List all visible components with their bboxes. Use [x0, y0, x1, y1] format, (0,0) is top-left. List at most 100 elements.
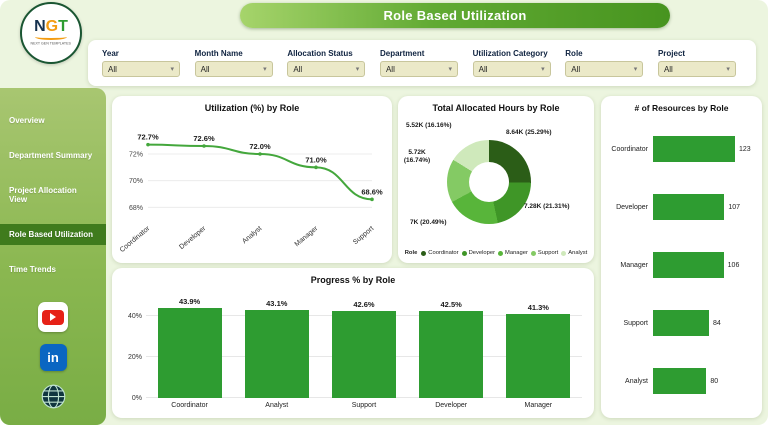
y-axis-label: Support [623, 319, 648, 327]
bar[interactable] [653, 136, 735, 162]
filter-label: Role [565, 49, 583, 58]
filter-value: All [200, 64, 210, 74]
resource-row: Developer 107 [607, 194, 758, 220]
filter-value: All [663, 64, 673, 74]
filter-label: Allocation Status [287, 49, 353, 58]
progress-plot: 43.9% Coordinator 43.1% Analyst 42.6% Support… [146, 288, 582, 412]
youtube-icon[interactable] [38, 302, 68, 332]
x-axis-label: Support [351, 402, 377, 409]
bar[interactable] [653, 252, 724, 278]
logo-text: NGT [34, 18, 68, 35]
chevron-down-icon: ▾ [633, 66, 638, 73]
legend-item-coordinator[interactable]: Coordinator [421, 250, 459, 256]
svg-text:71.0%: 71.0% [305, 155, 327, 164]
filter-value: All [108, 64, 117, 74]
legend-item-analyst[interactable]: Analyst [561, 250, 587, 256]
sidebar-nav: Overview Department Summary Project Alloca… [0, 88, 106, 280]
filter-value: All [385, 64, 395, 74]
svg-text:Support: Support [352, 225, 375, 246]
sidebar-item-department-summary[interactable]: Department Summary [9, 151, 93, 160]
bar[interactable] [157, 308, 222, 398]
chevron-down-icon: ▾ [263, 66, 267, 73]
chevron-down-icon: ▾ [170, 66, 174, 73]
svg-text:70%: 70% [129, 178, 143, 185]
filter-dropdown[interactable]: All ▾ [565, 61, 644, 77]
y-axis-label: Analyst [625, 377, 648, 385]
donut-legend-items: Coordinator Developer Manager Support Analys… [421, 250, 587, 256]
sidebar-item-overview[interactable]: Overview [9, 116, 45, 125]
filter-dropdown[interactable]: All ▾ [102, 61, 180, 77]
legend-dot-icon [498, 250, 504, 256]
legend-dot-icon [421, 250, 427, 256]
filter-value: All [478, 64, 488, 74]
bar[interactable] [419, 311, 484, 398]
linkedin-icon[interactable]: in [39, 344, 67, 371]
resource-row: Coordinator 123 [607, 136, 758, 162]
resources-bar-chart-card: # of Resources by Role Coordinator 123 Dev… [601, 96, 762, 418]
bar-value-label: 42.5% [440, 300, 462, 310]
chevron-down-icon: ▾ [448, 66, 452, 73]
filter-label: Project [657, 49, 686, 58]
donut-legend: Role Coordinator Developer Manager Support A… [400, 250, 592, 256]
x-axis-label: Manager [524, 402, 553, 409]
y-axis-label: Manager [620, 261, 648, 269]
filter-value: All [293, 64, 303, 74]
filter-utilization-category: Utilization Category All ▾ [472, 49, 557, 77]
filter-allocation-status: Allocation Status All ▾ [287, 49, 371, 77]
legend-item-developer[interactable]: Developer [461, 250, 495, 256]
legend-item-manager[interactable]: Manager [498, 250, 528, 256]
svg-text:72%: 72% [129, 152, 143, 159]
y-axis-label: Developer [616, 203, 648, 211]
sidebar-social: in [0, 302, 106, 410]
line-chart[interactable]: 68% 70% 72% 72.7% 72.6% 72.0% 71.0% 68.6% Coordi… [118, 116, 386, 261]
donut-data-label: 7K (20.49%) [410, 219, 447, 226]
svg-text:Coordinator: Coordinator [119, 225, 152, 254]
filter-dropdown[interactable]: All ▾ [194, 61, 273, 77]
filter-dropdown[interactable]: All ▾ [379, 61, 458, 77]
bar-value-label: 106 [727, 261, 740, 269]
logo-subtext: NEXT GEN TEMPLATES [30, 42, 72, 46]
bar[interactable] [653, 194, 725, 220]
resource-row: Manager 106 [607, 252, 758, 278]
svg-text:68%: 68% [129, 205, 143, 212]
filter-dropdown[interactable]: All ▾ [657, 61, 736, 77]
legend-dot-icon [461, 250, 467, 256]
filter-department: Department All ▾ [379, 49, 464, 77]
legend-dot-icon [530, 250, 536, 256]
svg-text:72.6%: 72.6% [193, 134, 215, 143]
globe-svg [41, 384, 65, 409]
bar-value-label: 42.6% [353, 300, 375, 309]
filter-label: Month Name [194, 49, 243, 58]
filter-project: Project All ▾ [657, 49, 742, 77]
legend-item-support[interactable]: Support [530, 250, 558, 256]
donut-data-label: 7.28K (21.31%) [524, 203, 570, 210]
legend-dot-icon [561, 250, 567, 256]
svg-text:72.7%: 72.7% [137, 133, 159, 142]
chart-title: Utilization (%) by Role [204, 103, 300, 113]
youtube-play-shape [42, 309, 64, 325]
x-axis-label: Analyst [265, 402, 289, 409]
bar[interactable] [506, 313, 571, 398]
filter-dropdown[interactable]: All ▾ [287, 61, 366, 77]
bar-group: 41.3% Manager [506, 302, 571, 412]
website-globe-icon[interactable] [40, 383, 67, 410]
allocated-hours-donut-card: Total Allocated Hours by Role 8.64K (25.… [398, 96, 594, 263]
svg-text:72.0%: 72.0% [249, 142, 271, 151]
page-title: Role Based Utilization [240, 3, 670, 28]
bar-value-label: 41.3% [527, 302, 549, 312]
bar[interactable] [244, 309, 309, 398]
svg-text:Manager: Manager [294, 225, 320, 249]
donut-data-label: 5.52K (16.16%) [406, 122, 452, 129]
donut-chart[interactable] [447, 140, 531, 224]
donut-data-label: 8.64K (25.29%) [506, 129, 552, 136]
filter-dropdown[interactable]: All ▾ [472, 61, 551, 77]
filter-label: Utilization Category [472, 49, 548, 58]
sidebar-item-time-trends[interactable]: Time Trends [9, 265, 56, 274]
sidebar-item-role-based-utilization[interactable]: Role Based Utilization [0, 224, 106, 245]
filter-month-name: Month Name All ▾ [194, 49, 279, 77]
sidebar-item-project-allocation-view[interactable]: Project Allocation View [9, 186, 77, 204]
bar[interactable] [653, 368, 707, 394]
bar[interactable] [331, 311, 396, 398]
bar[interactable] [653, 310, 709, 336]
